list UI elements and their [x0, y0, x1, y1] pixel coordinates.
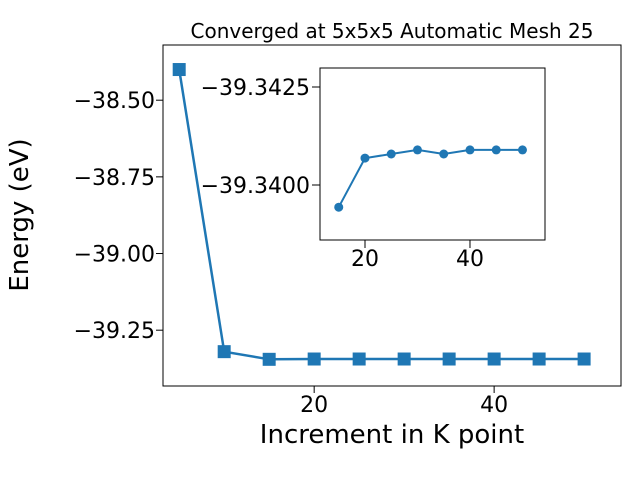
main-data-point — [532, 352, 546, 366]
main-data-point — [442, 352, 456, 366]
main-data-point — [262, 352, 276, 366]
inset-data-point — [491, 145, 501, 155]
plot-title: Converged at 5x5x5 Automatic Mesh 25 — [191, 19, 594, 43]
inset-data-point — [517, 145, 527, 155]
y-axis-label: Energy (eV) — [5, 138, 35, 291]
main-data-point — [172, 63, 186, 77]
main-data-point — [397, 352, 411, 366]
inset-plot: 20 40 −39.3425 −39.3400 — [201, 67, 546, 272]
main-data-point — [217, 345, 231, 359]
inset-x-tick-label: 20 — [351, 247, 379, 272]
inset-data-point — [465, 145, 475, 155]
x-axis-label: Increment in K point — [260, 420, 524, 450]
y-tick-label: −38.75 — [74, 166, 155, 191]
inset-data-point — [412, 145, 422, 155]
inset-data-point — [360, 153, 370, 163]
main-axes-frame — [162, 44, 622, 387]
y-tick-label: −38.50 — [74, 89, 155, 114]
main-data-point — [307, 352, 321, 366]
inset-frame — [319, 67, 546, 241]
main-data-point — [352, 352, 366, 366]
x-tick-label: 20 — [300, 393, 328, 418]
main-series-line — [177, 69, 585, 361]
y-tick-label: −39.25 — [74, 319, 155, 344]
y-tick-label: −39.00 — [74, 243, 155, 268]
inset-data-point — [334, 202, 344, 212]
main-data-point — [487, 352, 501, 366]
inset-data-point — [439, 149, 449, 159]
inset-y-tick-label: −39.3400 — [201, 174, 310, 199]
main-data-point — [577, 352, 591, 366]
inset-y-tick-label: −39.3425 — [201, 76, 310, 101]
x-tick-label: 40 — [480, 393, 508, 418]
main-plot: 20 40 −38.50 −38.75 −39.00 −39.25 — [74, 44, 622, 418]
inset-x-tick-label: 40 — [456, 247, 484, 272]
inset-data-point — [386, 149, 396, 159]
